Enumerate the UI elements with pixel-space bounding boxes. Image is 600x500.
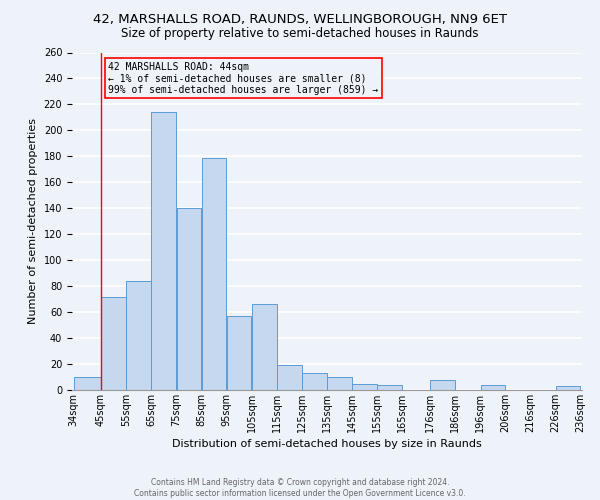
Bar [151, 112, 176, 390]
Bar [202, 158, 226, 390]
Y-axis label: Number of semi-detached properties: Number of semi-detached properties [28, 118, 38, 324]
Bar [101, 296, 126, 390]
Bar [227, 316, 251, 390]
Bar [302, 373, 327, 390]
Bar [327, 377, 352, 390]
X-axis label: Distribution of semi-detached houses by size in Raunds: Distribution of semi-detached houses by … [172, 439, 482, 449]
Text: Size of property relative to semi-detached houses in Raunds: Size of property relative to semi-detach… [121, 28, 479, 40]
Text: Contains HM Land Registry data © Crown copyright and database right 2024.
Contai: Contains HM Land Registry data © Crown c… [134, 478, 466, 498]
Bar [126, 281, 151, 390]
Bar [481, 385, 505, 390]
Bar [277, 366, 302, 390]
Bar [352, 384, 377, 390]
Bar [377, 385, 402, 390]
Bar [556, 386, 580, 390]
Text: 42 MARSHALLS ROAD: 44sqm
← 1% of semi-detached houses are smaller (8)
99% of sem: 42 MARSHALLS ROAD: 44sqm ← 1% of semi-de… [109, 62, 379, 95]
Bar [252, 304, 277, 390]
Bar [74, 377, 101, 390]
Bar [430, 380, 455, 390]
Text: 42, MARSHALLS ROAD, RAUNDS, WELLINGBOROUGH, NN9 6ET: 42, MARSHALLS ROAD, RAUNDS, WELLINGBOROU… [93, 12, 507, 26]
Bar [176, 208, 201, 390]
